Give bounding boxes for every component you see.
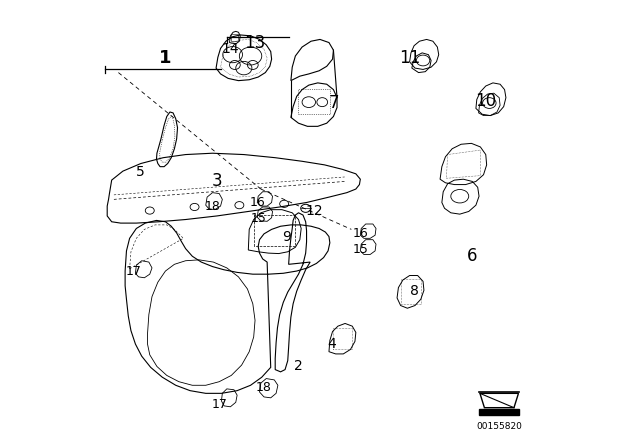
Text: 17: 17 — [125, 264, 141, 278]
Text: 18: 18 — [205, 199, 220, 213]
Text: 15: 15 — [353, 243, 368, 257]
Text: 7: 7 — [328, 94, 339, 112]
Text: 15: 15 — [250, 212, 266, 225]
Text: 12: 12 — [306, 203, 323, 218]
Text: 18: 18 — [256, 381, 272, 394]
Text: 4: 4 — [328, 337, 337, 351]
Text: 8: 8 — [410, 284, 419, 298]
Text: 16: 16 — [353, 227, 368, 241]
Text: 17: 17 — [211, 397, 227, 411]
Bar — [479, 409, 519, 415]
Text: 11: 11 — [399, 49, 420, 67]
Text: 13: 13 — [244, 34, 266, 52]
Text: 10: 10 — [475, 92, 497, 110]
Text: 5: 5 — [136, 165, 144, 180]
Text: 1: 1 — [159, 49, 172, 67]
Text: 14: 14 — [221, 42, 239, 56]
Text: 3: 3 — [212, 172, 222, 190]
Text: 2: 2 — [294, 359, 303, 374]
Text: 9: 9 — [282, 230, 291, 245]
Text: 00155820: 00155820 — [476, 422, 522, 431]
Text: 6: 6 — [467, 247, 477, 265]
Text: 16: 16 — [250, 196, 265, 209]
